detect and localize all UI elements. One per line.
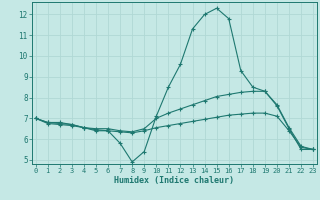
X-axis label: Humidex (Indice chaleur): Humidex (Indice chaleur) [115,176,234,185]
